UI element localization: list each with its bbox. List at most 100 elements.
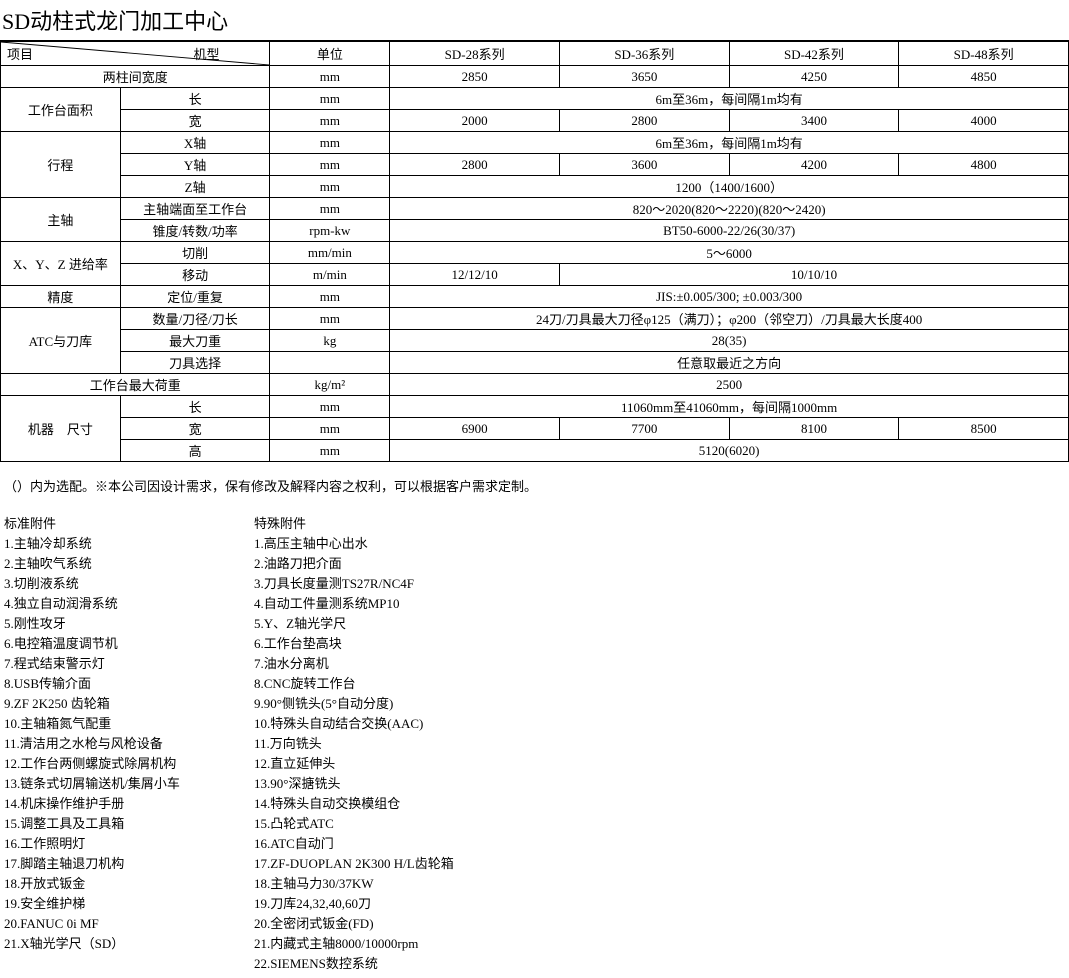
standard-item: 18.开放式钣金	[4, 874, 254, 894]
standard-item: 5.刚性攻牙	[4, 614, 254, 634]
row-value-merged: JIS:±0.005/300; ±0.003/300	[390, 286, 1069, 308]
row-value: 3400	[729, 110, 899, 132]
standard-item: 12.工作台两侧螺旋式除屑机构	[4, 754, 254, 774]
special-item: 20.全密闭式钣金(FD)	[254, 914, 504, 934]
special-item: 6.工作台垫高块	[254, 634, 504, 654]
row-value: 7700	[559, 418, 729, 440]
row-unit: mm	[270, 396, 390, 418]
header-project-model: 项目机型	[1, 42, 270, 66]
row-value: 3650	[559, 66, 729, 88]
standard-item: 19.安全维护梯	[4, 894, 254, 914]
row-category: 工作台面积	[1, 88, 121, 132]
row-value: 2000	[390, 110, 560, 132]
row-sub: 锥度/转数/功率	[120, 220, 270, 242]
row-sub: 切削	[120, 242, 270, 264]
standard-item: 21.X轴光学尺（SD）	[4, 934, 254, 954]
row-value: 2850	[390, 66, 560, 88]
standard-item: 20.FANUC 0i MF	[4, 914, 254, 934]
row-category: 机器 尺寸	[1, 396, 121, 462]
standard-item: 9.ZF 2K250 齿轮箱	[4, 694, 254, 714]
header-model-3: SD-48系列	[899, 42, 1069, 66]
row-sub: X轴	[120, 132, 270, 154]
row-value: 12/12/10	[390, 264, 560, 286]
special-item: 11.万向铣头	[254, 734, 504, 754]
row-value-merged: 5～6000	[390, 242, 1069, 264]
standard-item: 10.主轴箱氮气配重	[4, 714, 254, 734]
standard-item: 17.脚踏主轴退刀机构	[4, 854, 254, 874]
special-item: 3.刀具长度量测TS27R/NC4F	[254, 574, 504, 594]
row-value: 8100	[729, 418, 899, 440]
row-value: 4250	[729, 66, 899, 88]
row-value-merged: 任意取最近之方向	[390, 352, 1069, 374]
row-value: 8500	[899, 418, 1069, 440]
row-sub: 长	[120, 88, 270, 110]
standard-item: 7.程式结束警示灯	[4, 654, 254, 674]
row-sub: 高	[120, 440, 270, 462]
special-item: 15.凸轮式ATC	[254, 814, 504, 834]
row-value-merged: 24刀/刀具最大刀径φ125（满刀）；φ200（邻空刀）/刀具最大长度400	[390, 308, 1069, 330]
special-item: 13.90°深搪铣头	[254, 774, 504, 794]
standard-item: 8.USB传输介面	[4, 674, 254, 694]
row-value: 4850	[899, 66, 1069, 88]
special-item: 1.高压主轴中心出水	[254, 534, 504, 554]
row-unit: m/min	[270, 264, 390, 286]
special-item: 8.CNC旋转工作台	[254, 674, 504, 694]
row-unit: rpm-kw	[270, 220, 390, 242]
standard-accessories: 标准附件 1.主轴冷却系统2.主轴吹气系统3.切削液系统4.独立自动润滑系统5.…	[4, 513, 254, 974]
standard-item: 14.机床操作维护手册	[4, 794, 254, 814]
standard-item: 3.切削液系统	[4, 574, 254, 594]
special-title: 特殊附件	[254, 513, 504, 532]
header-model-0: SD-28系列	[390, 42, 560, 66]
row-category: 两柱间宽度	[1, 66, 270, 88]
row-sub: 长	[120, 396, 270, 418]
row-sub: 刀具选择	[120, 352, 270, 374]
row-value: 4200	[729, 154, 899, 176]
special-item: 19.刀库24,32,40,60刀	[254, 894, 504, 914]
special-item: 4.自动工件量测系统MP10	[254, 594, 504, 614]
footnote: （）内为选配。※本公司因设计需求，保有修改及解释内容之权利，可以根据客户需求定制…	[0, 462, 1069, 509]
row-unit: mm	[270, 308, 390, 330]
standard-item: 6.电控箱温度调节机	[4, 634, 254, 654]
row-unit: kg/m²	[270, 374, 390, 396]
row-sub: 宽	[120, 418, 270, 440]
row-unit: mm	[270, 110, 390, 132]
standard-item: 11.清洁用之水枪与风枪设备	[4, 734, 254, 754]
row-unit: mm/min	[270, 242, 390, 264]
header-model-2: SD-42系列	[729, 42, 899, 66]
special-item: 9.90°侧铣头(5°自动分度)	[254, 694, 504, 714]
row-unit: mm	[270, 440, 390, 462]
row-category: 主轴	[1, 198, 121, 242]
standard-title: 标准附件	[4, 513, 254, 532]
row-unit: mm	[270, 154, 390, 176]
row-value-merged: 10/10/10	[559, 264, 1068, 286]
special-item: 14.特殊头自动交换模组仓	[254, 794, 504, 814]
special-item: 2.油路刀把介面	[254, 554, 504, 574]
standard-item: 2.主轴吹气系统	[4, 554, 254, 574]
page-title: SD动柱式龙门加工中心	[0, 0, 1069, 41]
row-unit: mm	[270, 88, 390, 110]
standard-item: 13.链条式切屑输送机/集屑小车	[4, 774, 254, 794]
row-unit	[270, 352, 390, 374]
row-sub: 宽	[120, 110, 270, 132]
row-category: 行程	[1, 132, 121, 198]
row-sub: 移动	[120, 264, 270, 286]
row-value: 6900	[390, 418, 560, 440]
row-category: ATC与刀库	[1, 308, 121, 374]
row-value-merged: 820～2020(820～2220)(820～2420)	[390, 198, 1069, 220]
row-unit: mm	[270, 286, 390, 308]
row-sub: Z轴	[120, 176, 270, 198]
row-category: X、Y、Z 进给率	[1, 242, 121, 286]
header-model-1: SD-36系列	[559, 42, 729, 66]
row-sub: Y轴	[120, 154, 270, 176]
row-sub: 主轴端面至工作台	[120, 198, 270, 220]
spec-table: 项目机型单位SD-28系列SD-36系列SD-42系列SD-48系列两柱间宽度m…	[0, 41, 1069, 462]
row-value: 4800	[899, 154, 1069, 176]
row-unit: mm	[270, 418, 390, 440]
special-accessories: 特殊附件 1.高压主轴中心出水2.油路刀把介面3.刀具长度量测TS27R/NC4…	[254, 513, 504, 974]
row-value-merged: BT50-6000-22/26(30/37)	[390, 220, 1069, 242]
row-sub: 定位/重复	[120, 286, 270, 308]
special-item: 5.Y、Z轴光学尺	[254, 614, 504, 634]
row-unit: kg	[270, 330, 390, 352]
row-unit: mm	[270, 66, 390, 88]
row-value: 2800	[559, 110, 729, 132]
